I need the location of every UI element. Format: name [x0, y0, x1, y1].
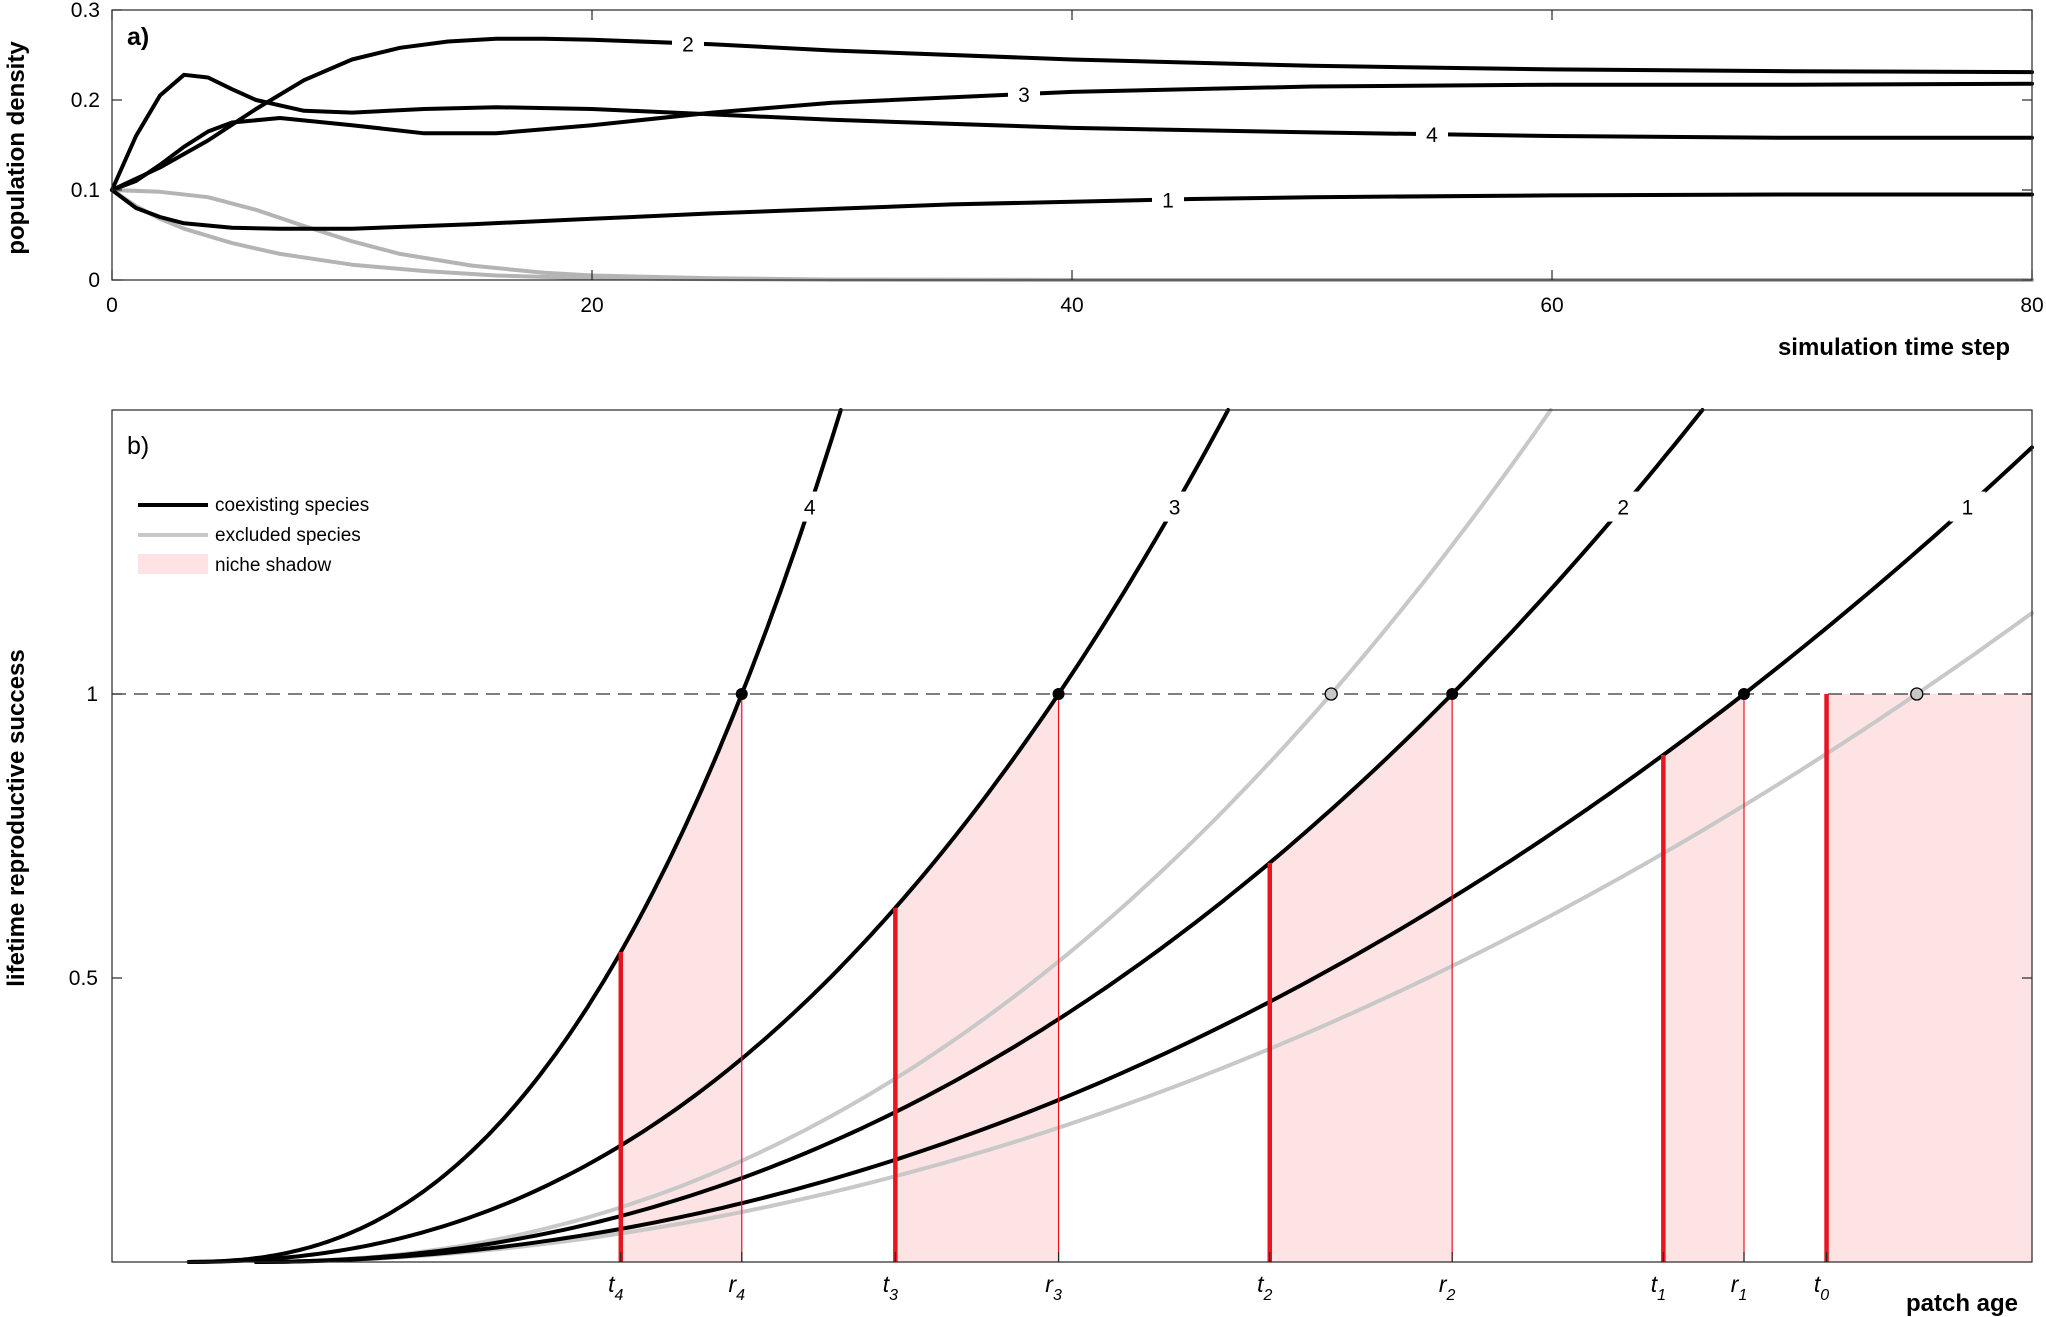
crossing-point-r1: [1738, 688, 1750, 700]
niche-shadow-region-4: [620, 694, 742, 1262]
panel-b-curve-1: [254, 445, 2034, 1264]
panel-a-series-label-gap: [1008, 81, 1040, 108]
crossing-point-r2: [1446, 688, 1459, 700]
panel-b-curve-label-1: 1: [1962, 497, 1974, 520]
panel-b-label: b): [127, 432, 149, 460]
marker-t1-label: t1: [1651, 1271, 1666, 1304]
panel-a-series-label-gap: [672, 30, 704, 57]
panel-b-curve-2: [254, 408, 1705, 1264]
marker-r2-label: r2: [1439, 1271, 1456, 1304]
panel-a-series-label-2: 2: [682, 33, 694, 56]
excluded-crossing-point: [1324, 687, 1338, 701]
marker-t0-label: t0: [1814, 1271, 1829, 1304]
panel-b-marker-labels: t4 r4 t3 r3 t2 r2 t1 r1 t0: [608, 1252, 1829, 1304]
marker-t4-label: t4: [608, 1271, 623, 1304]
panel-a-x-tick-label: 40: [1060, 294, 1083, 317]
panel-a-series-3: [110, 81, 2034, 192]
panel-b-curves: 4 3 2 1: [186, 408, 2034, 1264]
panel-a-series-label-3: 3: [1018, 84, 1030, 107]
panel-a-x-tick-label: 20: [580, 294, 603, 317]
panel-b-curve-label-gap: [1605, 491, 1642, 522]
panel-b-crossing-points: [735, 687, 1924, 701]
panel-a-frame: [111, 9, 2033, 281]
panel-b-ticks: 0.51: [69, 683, 2032, 990]
panel-a-series-label-gap: [1416, 121, 1448, 148]
panel-a-axes-box: [111, 9, 2033, 281]
panel-b-axes-box: [111, 409, 2033, 1263]
marker-t2-label: t2: [1257, 1271, 1272, 1304]
panel-a-y-tick-label: 0.1: [71, 179, 100, 202]
marker-r3-label: r3: [1045, 1271, 1062, 1304]
panel-b-curve-label-3: 3: [1169, 497, 1181, 520]
panel-b-curve-4: [186, 408, 843, 1264]
legend-niche-shadow-swatch: [138, 554, 208, 574]
crossing-point-r4: [735, 688, 748, 700]
panel-b-y-axis-label: lifetime reproductive success: [3, 649, 30, 986]
niche-shadow-region-1: [1663, 694, 1744, 1262]
panel-b-curve-3: [186, 408, 1231, 1264]
panel-a-x-axis-label: simulation time step: [1778, 334, 2010, 361]
panel-b-x-axis-label: patch age: [1906, 1290, 2018, 1317]
panel-b-curve-label-gap: [1949, 491, 1986, 522]
panel-b-curve-label-gap: [1156, 491, 1193, 522]
panel-a-series-label-gap: [1152, 186, 1184, 213]
marker-r1-label: r1: [1731, 1271, 1748, 1304]
panel-a-y-tick-label: 0: [88, 269, 100, 292]
crossing-point-r3: [1052, 688, 1065, 700]
panel-b-y-tick-label: 0.5: [69, 967, 98, 990]
legend-coexisting-label: coexisting species: [215, 495, 369, 516]
panel-b-niche-shadows: [620, 694, 2032, 1262]
panel-b-curve-label-2: 2: [1617, 497, 1629, 520]
legend-niche-shadow-label: niche shadow: [215, 555, 331, 576]
niche-shadow-region-0: [1826, 694, 2032, 1262]
panel-a-series: 1 2 3 4: [110, 30, 2034, 282]
panel-a-y-tick-label: 0.3: [71, 0, 100, 22]
panel-a-y-tick-label: 0.2: [71, 89, 100, 112]
marker-r4-label: r4: [728, 1271, 745, 1304]
panel-a-ticks: 0 20 40 60 80 0 0.1 0.2 0.3: [71, 0, 2044, 317]
panel-a-y-axis-label: population density: [3, 41, 30, 255]
panel-a-series-4: [110, 72, 2034, 192]
panel-a-label: a): [127, 23, 149, 51]
panel-a-x-tick-label: 60: [1540, 294, 1563, 317]
niche-shadow-region-3: [895, 694, 1059, 1262]
panel-a-x-tick-label: 80: [2020, 294, 2043, 317]
marker-t3-label: t3: [883, 1271, 898, 1304]
niche-shadow-region-2: [1269, 694, 1453, 1262]
panel-a-series-2: [110, 36, 2034, 192]
panel-a-x-tick-label: 0: [106, 294, 118, 317]
panel-b-curve-label-4: 4: [804, 497, 816, 520]
panel-b-frame: [111, 409, 2033, 1263]
legend-excluded-label: excluded species: [215, 525, 361, 546]
panel-a-series-1: [110, 188, 2034, 231]
panel-b-curve-excluded-5: [254, 611, 2034, 1264]
legend: coexisting species excluded species nich…: [138, 495, 369, 576]
panel-a-population-density: 1 2 3 4 0 20 40 60 80 0 0.1 0.2 0.3 a) simulation t…: [3, 0, 2044, 361]
panel-b-y-tick-label: 1: [86, 683, 98, 706]
panel-a-series-label-4: 4: [1426, 124, 1438, 147]
panel-b-marker-lines: [618, 694, 1829, 1262]
panel-a-series-label-1: 1: [1162, 190, 1174, 213]
panel-b-curve-label-gap: [791, 491, 828, 522]
excluded-crossing-point: [1910, 687, 1924, 701]
